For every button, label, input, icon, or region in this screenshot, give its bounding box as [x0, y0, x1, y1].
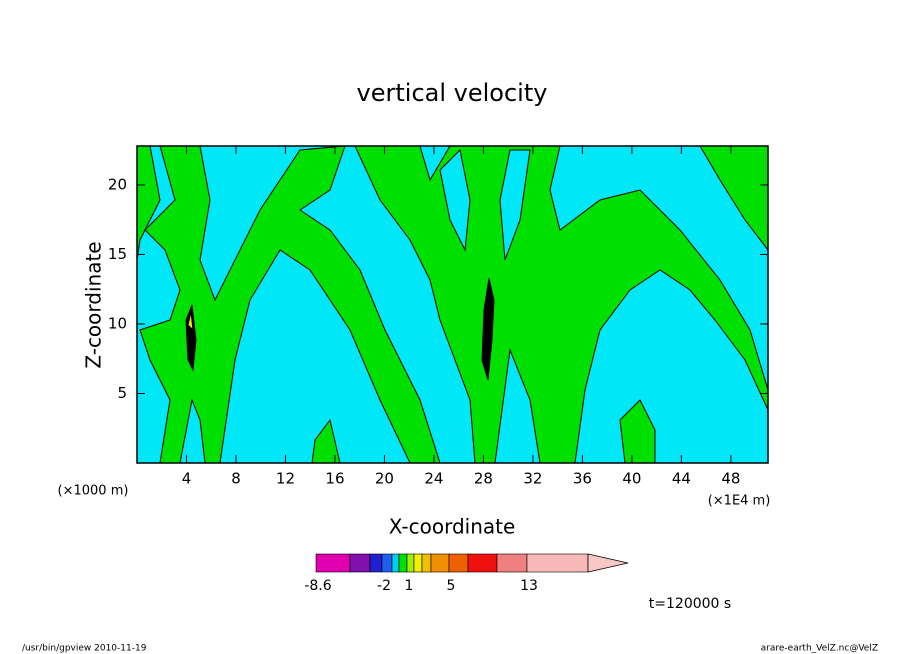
footer: arare-earth_VelZ.nc@VelZ — [761, 644, 878, 654]
y-tick-label: 20 — [108, 175, 127, 193]
colorbar-cell — [467, 553, 498, 573]
colorbar-cell — [391, 553, 400, 573]
contour-region — [619, 399, 656, 464]
x-tick-label: 20 — [375, 470, 394, 488]
colorbar-cell — [406, 553, 415, 573]
chart-title: vertical velocity — [357, 79, 548, 107]
x-tick-label: 16 — [325, 470, 344, 488]
x-tick-label: 48 — [721, 470, 740, 488]
colorbar-cell — [349, 553, 371, 573]
x-tick-label: 40 — [622, 470, 641, 488]
contour-region — [499, 149, 531, 261]
x-tick-label: 28 — [474, 470, 493, 488]
colorbar-cell — [448, 553, 469, 573]
x-tick-label: 44 — [672, 470, 691, 488]
colorbar-cell — [526, 553, 589, 573]
y-tick-label: 5 — [117, 384, 127, 402]
x-tick-label: 24 — [424, 470, 443, 488]
colorbar-cell — [421, 553, 432, 573]
x-axis-label: X-coordinate — [389, 515, 516, 539]
contour-region — [187, 311, 194, 332]
x-tick-label: 32 — [523, 470, 542, 488]
contour-region — [139, 145, 441, 464]
colorbar-cell — [413, 553, 423, 573]
x-tick-label: 12 — [276, 470, 295, 488]
x-tick-label: 36 — [573, 470, 592, 488]
x-tick-label: 8 — [231, 470, 241, 488]
x-unit-label: (×1E4 m) — [708, 494, 771, 509]
footer: /usr/bin/gpview 2010-11-19 — [22, 644, 147, 654]
colorbar-label: -2 — [377, 578, 391, 594]
y-axis-label: Z-coordinate — [82, 241, 106, 368]
colorbar-cell — [369, 553, 383, 573]
colorbar-label: 5 — [447, 578, 456, 594]
contour-field — [136, 145, 769, 464]
colorbar-label: -8.6 — [304, 578, 331, 594]
y-tick-label: 15 — [108, 245, 127, 263]
colorbar-label: 13 — [520, 578, 538, 594]
x-tick-label: 4 — [182, 470, 192, 488]
plot-frame — [136, 145, 769, 464]
colorbar-cell — [496, 553, 528, 573]
x-unit-label: (×1000 m) — [58, 484, 129, 499]
colorbar-label: 1 — [405, 578, 414, 594]
contour-region — [439, 148, 471, 252]
colorbar-extend — [587, 553, 629, 573]
colorbar-cell — [381, 553, 393, 573]
colorbar-cell — [398, 553, 408, 573]
y-tick-label: 10 — [108, 314, 127, 332]
contour-region — [481, 277, 495, 381]
colorbar-cell — [315, 553, 351, 573]
time-label: t=120000 s — [649, 596, 731, 612]
colorbar-cell — [430, 553, 450, 573]
